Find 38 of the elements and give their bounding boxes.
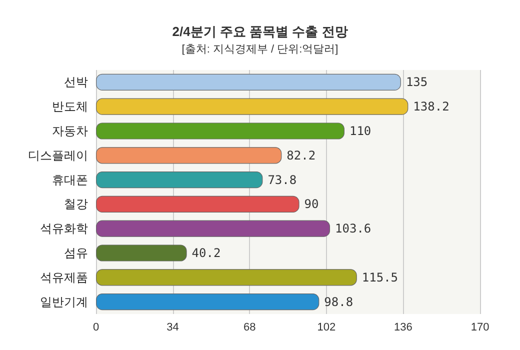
data-label: 103.6 bbox=[335, 222, 372, 236]
bar bbox=[96, 147, 282, 164]
chart-title: 2/4분기 주요 품목별 수출 전망 bbox=[172, 24, 348, 39]
bar bbox=[96, 294, 320, 310]
y-tick-label: 섬유 bbox=[64, 246, 88, 260]
data-label: 110 bbox=[349, 124, 372, 138]
chart-subtitle: [출처: 지식경제부 / 단위:억달러] bbox=[182, 44, 338, 56]
y-tick-label: 선박 bbox=[64, 75, 88, 90]
x-tick-label: 170 bbox=[470, 322, 490, 334]
y-tick-label: 석유화학 bbox=[40, 222, 88, 236]
bar bbox=[96, 172, 263, 188]
bar bbox=[96, 220, 330, 237]
bar bbox=[96, 244, 187, 262]
y-tick-label: 디스플레이 bbox=[28, 148, 88, 162]
y-tick-label: 자동차 bbox=[52, 124, 88, 138]
data-label: 40.2 bbox=[192, 246, 221, 260]
x-tick-label: 136 bbox=[394, 322, 412, 334]
bar bbox=[96, 74, 401, 90]
data-label: 90 bbox=[304, 197, 319, 212]
bar bbox=[96, 122, 344, 140]
data-label: 115.5 bbox=[362, 270, 398, 284]
x-tick-label: 68 bbox=[243, 322, 256, 334]
y-tick-label: 일반기계 bbox=[40, 294, 88, 309]
y-tick-label: 석유제품 bbox=[40, 270, 88, 284]
y-tick-label: 철강 bbox=[64, 197, 88, 212]
data-label: 135 bbox=[406, 75, 428, 90]
data-label: 138.2 bbox=[413, 100, 450, 114]
y-tick-label: 반도체 bbox=[52, 100, 88, 114]
x-tick-label: 34 bbox=[166, 322, 179, 334]
x-tick-label: 102 bbox=[317, 322, 336, 334]
x-tick-label: 0 bbox=[92, 322, 100, 334]
data-label: 73.8 bbox=[268, 172, 297, 187]
data-label: 98.8 bbox=[324, 294, 354, 309]
data-label: 82.2 bbox=[286, 148, 316, 162]
y-tick-label: 휴대폰 bbox=[52, 172, 88, 187]
bar bbox=[96, 98, 408, 115]
bar bbox=[96, 269, 357, 286]
bar bbox=[96, 196, 300, 212]
